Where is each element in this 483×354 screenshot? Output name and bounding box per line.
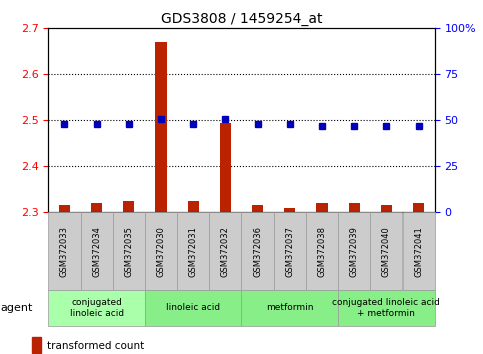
Bar xyxy=(177,212,209,290)
Text: GSM372032: GSM372032 xyxy=(221,226,230,277)
Bar xyxy=(349,203,360,212)
Text: GSM372035: GSM372035 xyxy=(124,226,133,277)
Bar xyxy=(59,205,70,212)
Bar xyxy=(48,212,81,290)
Bar xyxy=(402,212,435,290)
Bar xyxy=(284,208,296,212)
Bar xyxy=(316,203,327,212)
Text: transformed count: transformed count xyxy=(47,341,144,351)
Text: GSM372031: GSM372031 xyxy=(189,226,198,277)
Text: GSM372040: GSM372040 xyxy=(382,226,391,277)
Text: GSM372041: GSM372041 xyxy=(414,226,423,277)
Text: linoleic acid: linoleic acid xyxy=(166,303,220,313)
Bar xyxy=(48,290,145,326)
Bar xyxy=(220,122,231,212)
Bar xyxy=(242,212,274,290)
Text: agent: agent xyxy=(0,303,32,313)
Bar xyxy=(145,212,177,290)
Bar xyxy=(187,201,199,212)
Text: metformin: metformin xyxy=(266,303,313,313)
Text: GSM372038: GSM372038 xyxy=(317,226,327,277)
Bar xyxy=(274,212,306,290)
Text: GSM372034: GSM372034 xyxy=(92,226,101,277)
Bar xyxy=(381,205,392,212)
Bar xyxy=(306,212,338,290)
Bar xyxy=(252,205,263,212)
Bar xyxy=(91,203,102,212)
Bar xyxy=(370,212,402,290)
Text: GSM372037: GSM372037 xyxy=(285,226,294,277)
Text: GSM372030: GSM372030 xyxy=(156,226,166,277)
Bar xyxy=(32,337,41,353)
Text: conjugated
linoleic acid: conjugated linoleic acid xyxy=(70,298,124,318)
Bar xyxy=(113,212,145,290)
Text: conjugated linoleic acid
+ metformin: conjugated linoleic acid + metformin xyxy=(332,298,440,318)
Text: GSM372033: GSM372033 xyxy=(60,226,69,277)
Bar xyxy=(123,201,134,212)
Bar xyxy=(209,212,242,290)
Bar xyxy=(81,212,113,290)
Bar xyxy=(242,290,338,326)
Text: GSM372039: GSM372039 xyxy=(350,226,359,277)
Bar xyxy=(145,290,242,326)
Bar xyxy=(338,212,370,290)
Bar xyxy=(156,42,167,212)
Bar xyxy=(413,203,424,212)
Text: GSM372036: GSM372036 xyxy=(253,226,262,277)
Bar xyxy=(338,290,435,326)
Title: GDS3808 / 1459254_at: GDS3808 / 1459254_at xyxy=(161,12,322,26)
